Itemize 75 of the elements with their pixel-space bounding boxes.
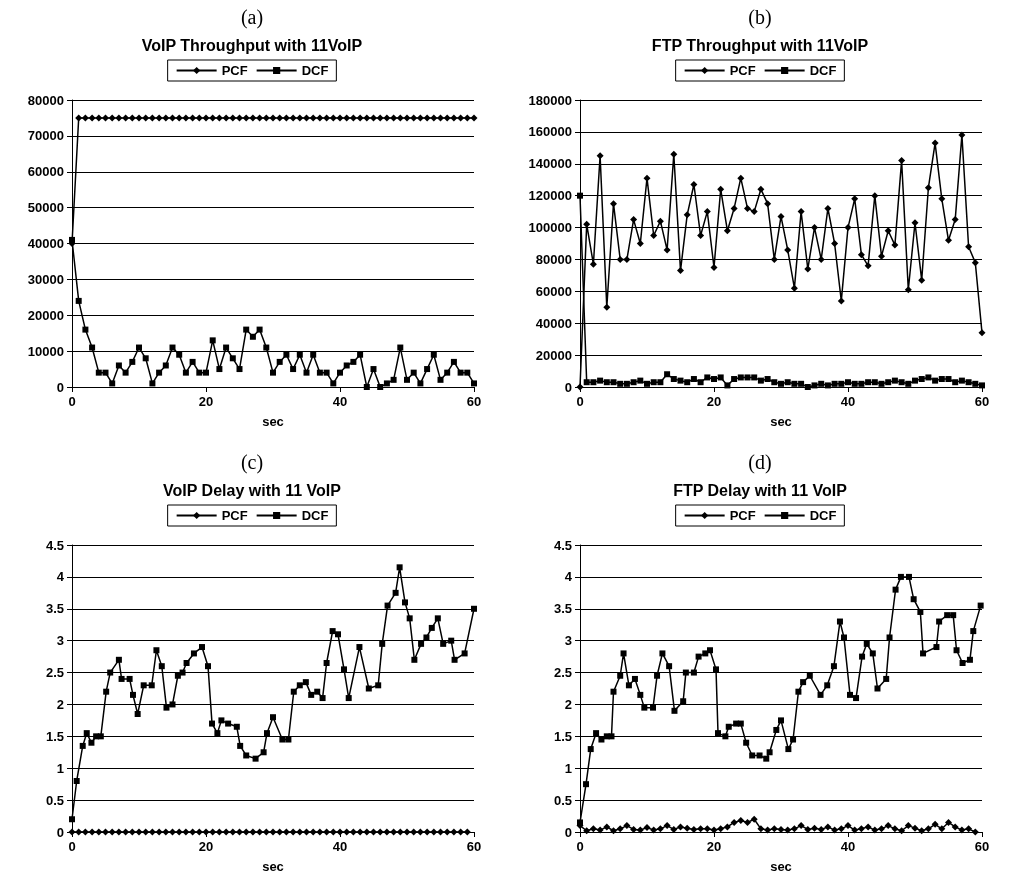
y-tick-label: 3 bbox=[564, 633, 572, 649]
x-tick-label: 40 bbox=[332, 839, 348, 854]
y-tick-label: 100000 bbox=[528, 220, 572, 236]
y-tick-label: 0 bbox=[564, 824, 572, 840]
y-tick-label: 4.5 bbox=[45, 537, 64, 553]
x-tick-label: 40 bbox=[332, 394, 348, 409]
x-tick-label: 0 bbox=[576, 394, 584, 409]
y-tick-label: 0 bbox=[56, 824, 64, 840]
y-tick-label: 2 bbox=[56, 696, 64, 712]
y-tick-label: 180000 bbox=[528, 92, 572, 108]
x-tick-label: 60 bbox=[466, 839, 482, 854]
chart-title: VoIP Throughput with 11VoIP bbox=[141, 36, 363, 54]
y-tick-label: 50000 bbox=[27, 200, 64, 216]
x-axis-title: sec bbox=[262, 859, 284, 874]
y-tick-label: 3 bbox=[56, 633, 64, 649]
chart-title: FTP Delay with 11 VoIP bbox=[673, 481, 848, 499]
y-tick-label: 80000 bbox=[27, 92, 64, 108]
x-tick-label: 20 bbox=[706, 394, 722, 409]
legend-label: PCF bbox=[729, 508, 756, 523]
x-axis-title: sec bbox=[770, 414, 792, 429]
y-tick-label: 1.5 bbox=[45, 728, 64, 744]
x-tick-label: 60 bbox=[974, 394, 990, 409]
y-tick-label: 2.5 bbox=[553, 665, 572, 681]
y-tick-label: 40000 bbox=[535, 315, 572, 331]
y-tick-label: 3.5 bbox=[45, 601, 64, 617]
y-tick-label: 120000 bbox=[528, 188, 572, 204]
y-tick-label: 2 bbox=[564, 696, 572, 712]
x-tick-label: 20 bbox=[706, 839, 722, 854]
y-tick-label: 20000 bbox=[27, 307, 64, 323]
x-tick-label: 60 bbox=[974, 839, 990, 854]
legend-label: PCF bbox=[221, 508, 248, 523]
y-tick-label: 4 bbox=[564, 569, 573, 585]
x-tick-label: 40 bbox=[840, 839, 856, 854]
chart-subtitle: (b) bbox=[748, 6, 772, 29]
y-tick-label: 30000 bbox=[27, 271, 64, 287]
y-tick-label: 4 bbox=[56, 569, 65, 585]
y-tick-label: 40000 bbox=[27, 236, 64, 251]
y-tick-label: 0.5 bbox=[553, 792, 572, 808]
chart-subtitle: (d) bbox=[748, 451, 772, 474]
legend-label: PCF bbox=[221, 63, 248, 78]
y-tick-label: 70000 bbox=[27, 128, 64, 144]
x-tick-label: 40 bbox=[840, 394, 856, 409]
y-tick-label: 60000 bbox=[27, 164, 64, 180]
chart-subtitle: (a) bbox=[240, 6, 264, 29]
x-tick-label: 20 bbox=[198, 394, 214, 409]
y-tick-label: 160000 bbox=[528, 124, 572, 140]
x-tick-label: 0 bbox=[68, 839, 76, 854]
chart-title: FTP Throughput with 11VoIP bbox=[651, 36, 869, 54]
y-tick-label: 1.5 bbox=[553, 728, 572, 744]
legend-label: DCF bbox=[301, 63, 329, 78]
legend-label: DCF bbox=[301, 508, 329, 523]
y-tick-label: 3.5 bbox=[553, 601, 572, 617]
y-tick-label: 1 bbox=[564, 760, 572, 776]
y-tick-label: 10000 bbox=[27, 343, 64, 359]
legend-label: DCF bbox=[809, 508, 837, 523]
legend-label: DCF bbox=[809, 63, 837, 78]
y-tick-label: 20000 bbox=[535, 347, 572, 363]
y-tick-label: 0.5 bbox=[45, 792, 64, 808]
x-tick-label: 20 bbox=[198, 839, 214, 854]
x-tick-label: 0 bbox=[576, 839, 584, 854]
y-tick-label: 80000 bbox=[535, 251, 572, 267]
x-tick-label: 0 bbox=[68, 394, 76, 409]
y-tick-label: 1 bbox=[56, 760, 64, 776]
x-axis-title: sec bbox=[262, 414, 284, 429]
y-tick-label: 140000 bbox=[528, 156, 572, 172]
x-axis-title: sec bbox=[770, 859, 792, 874]
y-tick-label: 0 bbox=[56, 379, 64, 395]
legend-label: PCF bbox=[729, 63, 756, 78]
y-tick-label: 60000 bbox=[535, 283, 572, 299]
x-tick-label: 60 bbox=[466, 394, 482, 409]
y-tick-label: 2.5 bbox=[45, 665, 64, 681]
chart-subtitle: (c) bbox=[240, 451, 264, 474]
chart-title: VoIP Delay with 11 VoIP bbox=[163, 481, 342, 499]
y-tick-label: 4.5 bbox=[553, 537, 572, 553]
y-tick-label: 0 bbox=[564, 379, 572, 395]
